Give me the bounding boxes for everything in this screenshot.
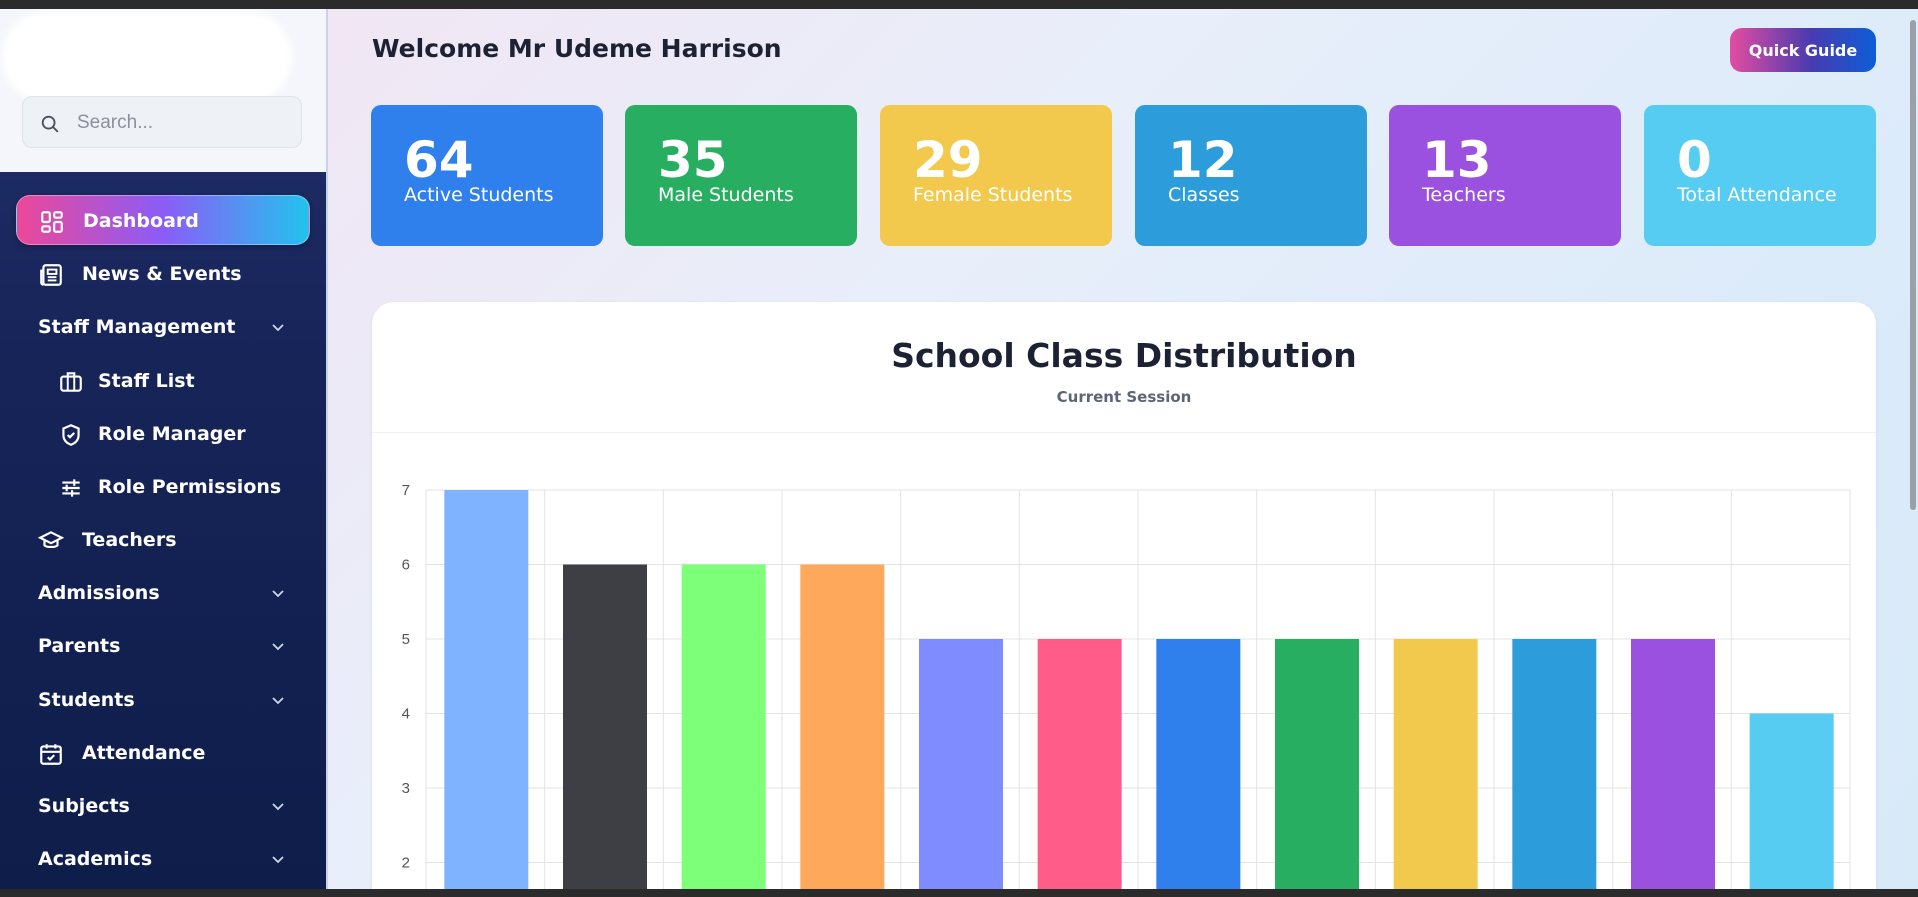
sidebar-item-label: Students — [38, 689, 135, 711]
chart-bar[interactable] — [1512, 639, 1597, 889]
stat-label: Classes — [1168, 184, 1240, 206]
chevron-down-icon — [272, 590, 284, 598]
sidebar-item-label: Academics — [38, 848, 153, 870]
window-top-edge — [0, 0, 1918, 9]
chart-bar[interactable] — [800, 564, 885, 890]
stat-label: Teachers — [1422, 184, 1506, 206]
y-tick-label: 5 — [402, 631, 410, 648]
search-icon — [41, 115, 59, 133]
sidebar-item-label: Parents — [38, 635, 121, 657]
sidebar: Dashboard News & Events Staff Management… — [0, 9, 326, 889]
search-box[interactable] — [22, 96, 302, 149]
graduation-cap-icon — [38, 531, 64, 549]
stat-label: Total Attendance — [1677, 184, 1837, 206]
chevron-down-icon — [272, 643, 284, 651]
chart-bar[interactable] — [563, 564, 647, 890]
sidebar-item-staff-management[interactable]: Staff Management — [16, 302, 310, 352]
calendar-check-icon — [40, 744, 62, 765]
chart-subtitle: Current Session — [1056, 388, 1192, 406]
sidebar-item-label: Staff List — [98, 370, 195, 392]
sidebar-item-staff-list[interactable]: Staff List — [16, 356, 310, 406]
sidebar-item-parents[interactable]: Parents — [16, 621, 310, 671]
newspaper-icon — [40, 264, 62, 286]
dashboard-grid-icon — [41, 211, 63, 233]
chart-bar[interactable] — [1749, 713, 1834, 890]
stat-card-female-students[interactable]: 29 Female Students — [880, 105, 1112, 246]
sidebar-item-subjects[interactable]: Subjects — [16, 781, 310, 831]
class-distribution-chart: 2 3 4 5 6 7 — [402, 482, 1851, 890]
stat-label: Female Students — [913, 184, 1073, 206]
chart-bar[interactable] — [1631, 639, 1715, 889]
sidebar-item-role-permissions[interactable]: Role Permissions — [16, 462, 310, 512]
chart-bar[interactable] — [444, 490, 529, 889]
stat-card-total-attendance[interactable]: 0 Total Attendance — [1644, 105, 1876, 246]
stat-value: 29 — [913, 131, 983, 189]
sidebar-item-label: Role Permissions — [98, 476, 282, 498]
sidebar-item-dashboard[interactable]: Dashboard — [16, 195, 310, 245]
stat-value: 64 — [404, 131, 474, 189]
stat-label: Male Students — [658, 184, 794, 206]
sidebar-item-label: Teachers — [82, 529, 177, 551]
sidebar-item-label: Role Manager — [98, 423, 246, 445]
stat-card-male-students[interactable]: 35 Male Students — [625, 105, 857, 246]
panel-divider — [372, 432, 1876, 433]
stat-value: 13 — [1422, 131, 1492, 189]
chart-bar[interactable] — [1275, 639, 1359, 889]
sidebar-item-admissions[interactable]: Admissions — [16, 568, 310, 618]
logo-redacted — [8, 17, 286, 97]
stat-card-classes[interactable]: 12 Classes — [1135, 105, 1367, 246]
window-bottom-edge — [0, 889, 1918, 897]
stat-value: 35 — [658, 131, 728, 189]
chart-bar[interactable] — [681, 564, 766, 890]
chart-bar[interactable] — [1037, 639, 1122, 889]
sidebar-item-label: Staff Management — [38, 316, 236, 338]
briefcase-icon — [60, 372, 82, 392]
y-tick-label: 6 — [402, 557, 410, 574]
sidebar-item-academics[interactable]: Academics — [16, 834, 310, 884]
stat-card-teachers[interactable]: 13 Teachers — [1389, 105, 1621, 246]
sidebar-item-label: Dashboard — [83, 210, 199, 232]
chevron-down-icon — [272, 803, 284, 811]
sliders-icon — [62, 479, 80, 497]
sidebar-item-role-manager[interactable]: Role Manager — [16, 409, 310, 459]
chart-bar[interactable] — [1393, 639, 1478, 889]
shield-check-icon — [62, 424, 80, 446]
chevron-down-icon — [272, 697, 284, 705]
y-tick-label: 4 — [402, 706, 410, 723]
sidebar-item-teachers[interactable]: Teachers — [16, 515, 310, 565]
sidebar-item-news-events[interactable]: News & Events — [16, 249, 310, 299]
welcome-heading: Welcome Mr Udeme Harrison — [372, 34, 782, 63]
chart-title: School Class Distribution — [891, 336, 1357, 375]
stat-value: 12 — [1168, 131, 1238, 189]
stat-value: 0 — [1677, 131, 1712, 189]
y-tick-label: 3 — [402, 780, 410, 797]
y-tick-label: 7 — [402, 482, 410, 499]
stat-card-active-students[interactable]: 64 Active Students — [371, 105, 603, 246]
chevron-down-icon — [272, 856, 284, 864]
chevron-down-icon — [272, 324, 284, 332]
y-tick-label: 2 — [402, 855, 410, 872]
sidebar-item-label: Subjects — [38, 795, 130, 817]
class-distribution-panel: School Class Distribution Current Sessio… — [372, 302, 1876, 889]
sidebar-item-label: Attendance — [82, 742, 206, 764]
chart-bar[interactable] — [1156, 639, 1241, 889]
sidebar-item-label: News & Events — [82, 263, 242, 285]
sidebar-item-label: Admissions — [38, 582, 160, 604]
sidebar-divider — [326, 9, 328, 889]
page-scrollbar[interactable] — [1910, 20, 1916, 510]
chart-bar[interactable] — [919, 639, 1003, 889]
main-content: Welcome Mr Udeme Harrison Quick Guide 64… — [326, 9, 1918, 889]
stat-label: Active Students — [404, 184, 554, 206]
sidebar-item-attendance[interactable]: Attendance — [16, 728, 310, 778]
search-input[interactable] — [75, 97, 299, 149]
sidebar-header — [0, 9, 326, 172]
quick-guide-button[interactable]: Quick Guide — [1730, 28, 1876, 72]
sidebar-item-students[interactable]: Students — [16, 675, 310, 725]
